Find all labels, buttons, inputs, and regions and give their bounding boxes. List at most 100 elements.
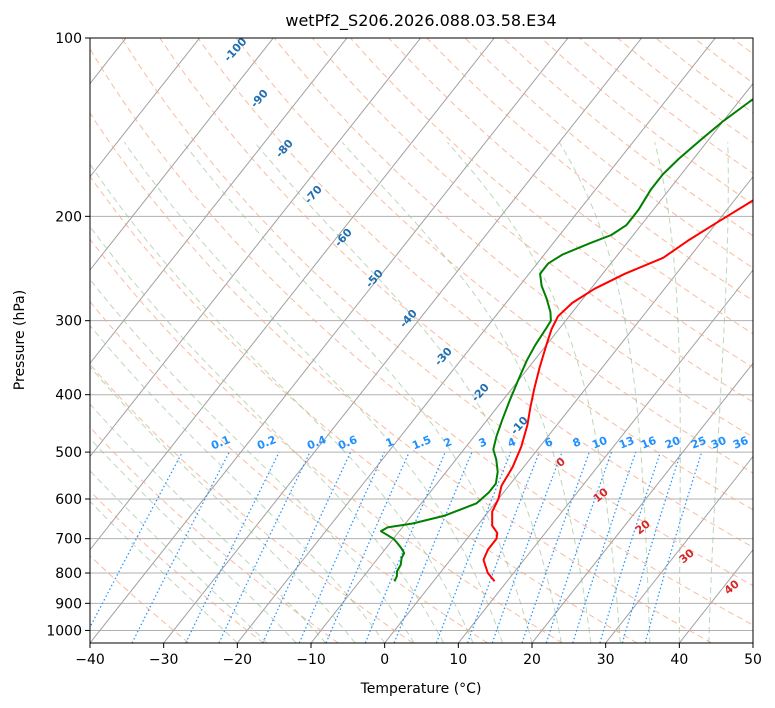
isotherm-line [90, 38, 201, 178]
x-axis-label: Temperature (°C) [360, 681, 482, 697]
x-axis: −40 −30 −20 −10 0 10 20 30 40 50 [75, 643, 762, 668]
y-tick-label: 700 [55, 532, 82, 548]
mixing-ratio-label: 8 [571, 435, 583, 450]
isotherm-gridlines [90, 38, 753, 643]
mixing-ratio-line [491, 451, 563, 643]
moist-adiabat-line [254, 141, 562, 643]
dry-adiabat-line [121, 38, 753, 587]
mixing-ratio-line [644, 451, 703, 643]
isotherm-line [90, 38, 422, 458]
y-tick-label: 500 [55, 445, 82, 461]
dry-adiabat-line [350, 38, 753, 369]
y-tick-label: 100 [55, 31, 82, 47]
y-tick-label: 300 [55, 314, 82, 330]
mixing-ratio-label: 30 [709, 434, 728, 452]
moist-adiabat-line [558, 142, 651, 643]
isotherm-line [90, 38, 569, 643]
moist-adiabat-line [654, 142, 681, 643]
y-tick-label: 1000 [46, 623, 82, 639]
x-tick-label: −20 [223, 652, 253, 668]
moist-adiabat-line [90, 366, 356, 643]
mixing-ratio-line [298, 451, 385, 643]
x-tick-label: 50 [744, 652, 762, 668]
y-tick-label: 200 [55, 209, 82, 225]
mixing-ratio-label: 25 [689, 434, 708, 452]
plot-frame [89, 37, 754, 644]
moist-adiabat-line [90, 163, 474, 643]
dry-adiabat-line [273, 38, 753, 438]
sounding-trace [482, 199, 753, 582]
mixing-ratio-label: 16 [639, 434, 658, 452]
sounding-trace [379, 98, 753, 582]
plot-area: -100-90-80-70-60-50-40-30-20-10 0.1 0.2 0.… [90, 38, 753, 643]
isotherm-line [163, 38, 643, 643]
moist-adiabat-line [708, 142, 729, 643]
y-tick-label: 600 [55, 492, 82, 508]
mixing-ratio-line [572, 451, 637, 643]
dry-adiabat-line [90, 175, 638, 643]
isotherm-line [384, 175, 753, 643]
isotherm-line [605, 455, 753, 643]
mixing-ratio-line [131, 451, 230, 643]
mixing-ratio-lines [90, 451, 703, 643]
isotherm-line [90, 38, 274, 271]
mixing-ratio-line [90, 451, 183, 629]
x-tick-label: 10 [449, 652, 467, 668]
y-tick-label: 800 [55, 566, 82, 582]
mixing-ratio-line [364, 451, 446, 643]
moist-adiabat-line [447, 141, 621, 643]
dry-adiabat-line [90, 238, 563, 643]
mixing-ratio-label: 3 [477, 435, 489, 450]
mixing-ratio-line [185, 451, 280, 643]
dry-adiabat-line [90, 363, 414, 643]
x-tick-label: 40 [670, 652, 688, 668]
moist-adiabats [90, 141, 729, 643]
moist-adiabat-line [90, 225, 445, 643]
isotherm-line [90, 38, 348, 365]
dry-adiabat-line [235, 38, 753, 474]
y-axis: 100 200 300 400 500 600 700 800 900 1000 [46, 31, 90, 639]
dry-adiabat-line [90, 426, 339, 643]
y-tick-label: 400 [55, 388, 82, 404]
moist-adiabat-line [341, 141, 592, 643]
mixing-ratio-label: 2 [442, 435, 454, 450]
moist-adiabat-line [90, 437, 297, 643]
isobar-gridlines [90, 38, 753, 631]
dry-adiabat-line [90, 300, 488, 643]
x-tick-label: 0 [380, 652, 389, 668]
sounding-traces [379, 98, 753, 582]
dry-adiabat-line [312, 38, 753, 403]
dry-adiabat-line [90, 48, 753, 626]
mixing-ratio-label: 13 [617, 434, 636, 452]
moist-adiabat-line [90, 278, 415, 643]
dry-adiabat-line [90, 112, 712, 643]
dry-adiabat-line [159, 38, 753, 548]
mixing-ratio-line [621, 451, 682, 643]
isotherm-line [531, 362, 753, 643]
isotherm-line [457, 269, 753, 643]
mixing-ratio-line [599, 451, 661, 643]
mixing-ratio-label: 10 [590, 434, 609, 452]
x-tick-label: 30 [597, 652, 615, 668]
y-axis-label: Pressure (hPa) [12, 290, 28, 390]
mixing-ratio-label: 20 [663, 434, 682, 452]
mixing-ratio-line [393, 451, 473, 643]
moist-adiabat-line [123, 142, 503, 643]
chart-title: wetPf2_S206.2026.088.03.58.E34 [285, 11, 556, 31]
mixing-ratio-label: 1 [384, 435, 396, 450]
isotherm-line [90, 38, 495, 551]
mixing-ratio-line [521, 451, 590, 643]
moist-adiabat-line [90, 403, 327, 643]
x-tick-label: −10 [296, 652, 326, 668]
mixing-ratio-line [466, 451, 540, 643]
mixing-ratio-line [545, 451, 613, 643]
dry-adiabat-line [90, 555, 190, 643]
x-tick-label: −40 [75, 652, 105, 668]
moist-adiabat-line [182, 141, 533, 643]
x-tick-label: 20 [523, 652, 541, 668]
mixing-ratio-line [435, 451, 512, 643]
moist-adiabat-line [90, 324, 386, 643]
x-tick-label: −30 [149, 652, 179, 668]
